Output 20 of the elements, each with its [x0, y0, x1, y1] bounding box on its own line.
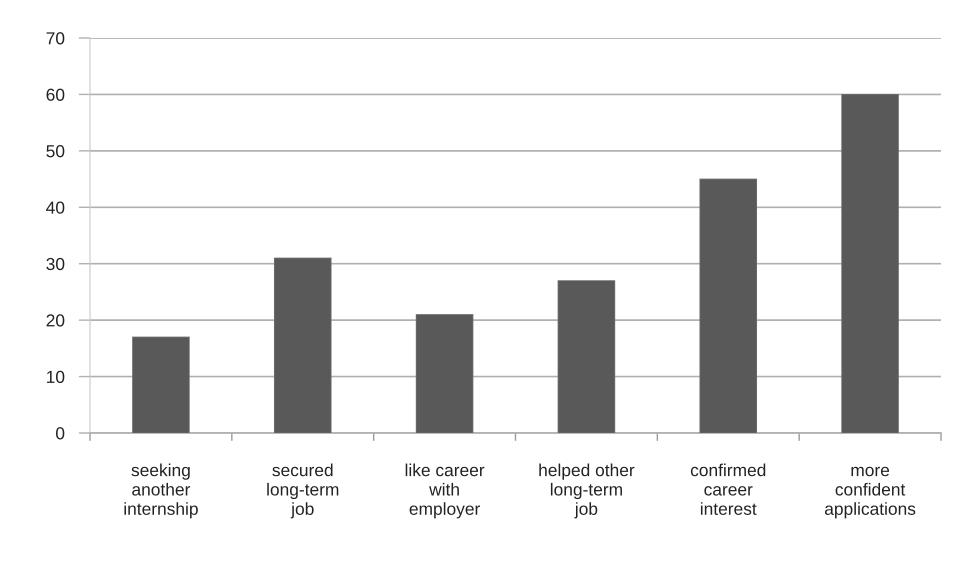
- y-tick-label: 50: [46, 145, 64, 158]
- bar: [699, 178, 758, 433]
- x-tick-label: more confident applications: [824, 466, 916, 518]
- y-tick-label: 30: [46, 258, 64, 270]
- bar: [416, 314, 474, 433]
- x-tick-label: like career with employer: [406, 464, 484, 518]
- x-tick-label: secured long-term job: [267, 464, 338, 518]
- x-tick-label: confirmed career interest: [690, 464, 766, 515]
- y-tick-label: 40: [46, 201, 64, 214]
- y-tick-label: 0: [56, 427, 64, 440]
- bar: [558, 280, 616, 433]
- x-tick-label: helped other long-term job: [539, 464, 634, 518]
- y-tick-label: 70: [46, 32, 64, 44]
- y-tick-label: 10: [47, 370, 64, 384]
- y-tick-label: 20: [46, 314, 64, 327]
- y-tick-label: 60: [46, 88, 64, 101]
- x-tick-label: seeking another internship: [124, 464, 198, 518]
- bar: [274, 258, 332, 433]
- bar: [841, 94, 899, 433]
- bar: [132, 336, 190, 433]
